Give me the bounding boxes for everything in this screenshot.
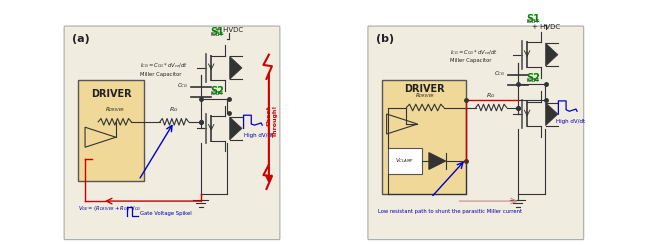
- Text: $C_{CG}$: $C_{CG}$: [177, 81, 188, 90]
- Text: Shoot
Through!: Shoot Through!: [267, 106, 278, 138]
- Text: DRIVER: DRIVER: [404, 84, 445, 94]
- Text: $R_{DRIVER}$: $R_{DRIVER}$: [105, 105, 125, 114]
- Text: IGBT: IGBT: [211, 91, 224, 97]
- Text: $R_G$: $R_G$: [486, 91, 496, 100]
- Text: IGBT: IGBT: [211, 32, 224, 37]
- Text: $I_{CG}=C_{CG}*dV_{ce}/dt$: $I_{CG}=C_{CG}*dV_{ce}/dt$: [140, 61, 188, 70]
- Text: S1: S1: [210, 15, 224, 37]
- Text: + HVDC: + HVDC: [215, 27, 243, 33]
- Text: Miller Capacitor: Miller Capacitor: [140, 72, 181, 77]
- FancyBboxPatch shape: [382, 80, 466, 195]
- Text: S2: S2: [210, 75, 224, 97]
- Polygon shape: [429, 153, 446, 169]
- FancyBboxPatch shape: [79, 80, 144, 181]
- FancyBboxPatch shape: [388, 148, 422, 173]
- Text: + HVDC: + HVDC: [532, 24, 560, 30]
- FancyBboxPatch shape: [368, 26, 584, 240]
- Text: S2: S2: [526, 62, 540, 83]
- Polygon shape: [545, 103, 558, 126]
- Text: $I_{CG}=C_{CG}*dV_{ce}/dt$: $I_{CG}=C_{CG}*dV_{ce}/dt$: [450, 48, 499, 57]
- Text: Miller Capacitor: Miller Capacitor: [450, 59, 492, 63]
- Polygon shape: [545, 43, 558, 66]
- Text: S1: S1: [526, 2, 540, 24]
- Text: $R_{DRIVER}$: $R_{DRIVER}$: [415, 91, 435, 100]
- Polygon shape: [229, 117, 242, 140]
- Text: $V_{GE}=(R_{DRIVER}+R_G)*I_{CG}$: $V_{GE}=(R_{DRIVER}+R_G)*I_{CG}$: [79, 204, 142, 213]
- Text: DRIVER: DRIVER: [91, 89, 132, 99]
- Text: $V_{CLAMP}$: $V_{CLAMP}$: [395, 157, 414, 165]
- Text: IGBT: IGBT: [526, 19, 539, 24]
- Text: (a): (a): [72, 34, 90, 44]
- Text: (b): (b): [376, 34, 394, 44]
- Text: Gate Voltage Spikel: Gate Voltage Spikel: [140, 211, 192, 216]
- Text: IGBT: IGBT: [526, 78, 539, 83]
- Text: $R_G$: $R_G$: [170, 105, 179, 114]
- Text: High dV/dt: High dV/dt: [244, 133, 273, 138]
- Text: $C_{CG}$: $C_{CG}$: [494, 69, 506, 78]
- FancyBboxPatch shape: [64, 26, 280, 240]
- Polygon shape: [229, 56, 242, 79]
- Text: Low resistant path to shunt the parasitic Miller current: Low resistant path to shunt the parasiti…: [378, 209, 522, 214]
- Text: High dV/dt: High dV/dt: [556, 119, 585, 123]
